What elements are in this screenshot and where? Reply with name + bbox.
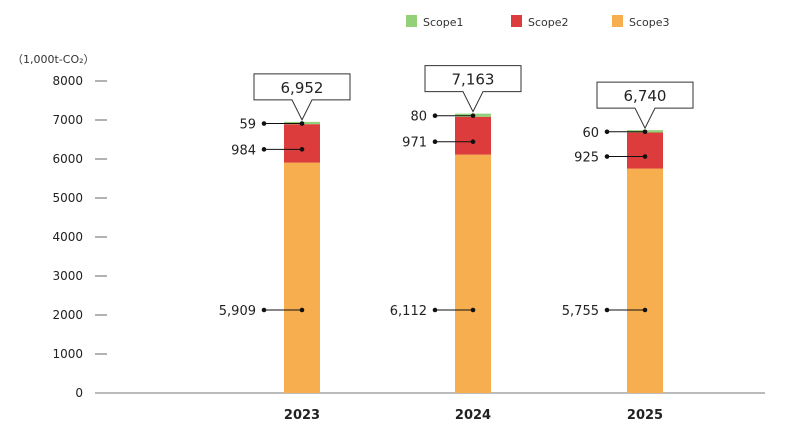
leader-dot-end — [470, 139, 476, 144]
leader-dot-end — [299, 307, 305, 313]
data-label-scope2-2023: 984 — [231, 143, 256, 158]
leader-dot-start — [604, 154, 610, 159]
data-label-scope3-2024: 6,112 — [390, 304, 427, 319]
leader-dot-start — [604, 307, 610, 313]
leader-dot-end — [299, 147, 305, 152]
total-label-2024: 7,163 — [452, 71, 495, 89]
data-label-scope3-2025: 5,755 — [562, 304, 599, 319]
data-label-scope1-2024: 80 — [410, 110, 427, 125]
leader-dot-end — [642, 129, 648, 135]
bar-segment-scope3-2025 — [627, 168, 663, 393]
bar-segment-scope3-2024 — [455, 154, 491, 393]
y-tick-label: 0 — [75, 386, 83, 400]
leader-dot-start — [432, 139, 438, 144]
y-tick-label: 1000 — [52, 347, 83, 361]
data-label-scope1-2025: 60 — [582, 126, 599, 141]
legend: Scope1 Scope2 Scope3 — [406, 15, 670, 29]
total-callout-2023 — [253, 73, 351, 121]
y-tick-label: 6000 — [52, 152, 83, 166]
data-label-scope3-2023: 5,909 — [219, 304, 256, 319]
total-callout-2024 — [424, 65, 522, 113]
legend-swatch-scope2 — [511, 15, 522, 27]
total-label-2025: 6,740 — [624, 87, 667, 105]
legend-swatch-scope1 — [406, 15, 417, 27]
data-label-scope1-2023: 59 — [239, 118, 256, 133]
leader-dot-start — [261, 121, 267, 126]
leader-dot-start — [261, 147, 267, 152]
legend-swatch-scope3 — [612, 15, 623, 27]
bar-group-2025: 60 925 5,755 6,740 — [562, 81, 694, 393]
legend-label-scope1: Scope1 — [423, 16, 464, 29]
data-label-scope2-2025: 925 — [574, 151, 599, 166]
leader-dot-start — [432, 113, 438, 119]
leader-dot-start — [432, 307, 438, 313]
x-tick-label-2023: 2023 — [284, 408, 320, 423]
bars: 59 984 5,909 6,952 80 971 6,112 7,163 60 925 5,755… — [219, 65, 694, 393]
bar-group-2024: 80 971 6,112 7,163 — [390, 65, 522, 393]
x-tick-label-2025: 2025 — [627, 408, 663, 423]
leader-dot-end — [642, 154, 648, 159]
y-axis: 0 1000 2000 3000 4000 5000 6000 7000 8000 — [52, 74, 107, 400]
leader-dot-end — [470, 307, 476, 313]
y-tick-label: 3000 — [52, 269, 83, 283]
data-label-scope2-2024: 971 — [402, 136, 427, 151]
bar-segment-scope2-2023 — [284, 124, 320, 163]
leader-dot-start — [261, 307, 267, 313]
leader-dot-start — [604, 129, 610, 135]
y-axis-unit-label: （1,000t-CO₂） — [12, 53, 95, 66]
legend-label-scope2: Scope2 — [528, 16, 569, 29]
y-tick-label: 8000 — [52, 74, 83, 88]
leader-dot-end — [642, 307, 648, 313]
total-callout-2025 — [596, 81, 694, 130]
y-tick-label: 4000 — [52, 230, 83, 244]
bar-segment-scope3-2023 — [284, 162, 320, 393]
y-tick-label: 7000 — [52, 113, 83, 127]
x-axis: 2023 2024 2025 — [284, 408, 663, 423]
leader-dot-end — [299, 121, 305, 126]
y-tick-label: 2000 — [52, 308, 83, 322]
total-label-2023: 6,952 — [281, 79, 324, 97]
y-tick-label: 5000 — [52, 191, 83, 205]
x-tick-label-2024: 2024 — [455, 408, 491, 423]
bar-group-2023: 59 984 5,909 6,952 — [219, 73, 351, 393]
legend-label-scope3: Scope3 — [629, 16, 670, 29]
leader-dot-end — [470, 113, 476, 119]
bar-segment-scope2-2024 — [455, 116, 491, 155]
bar-segment-scope2-2025 — [627, 132, 663, 169]
